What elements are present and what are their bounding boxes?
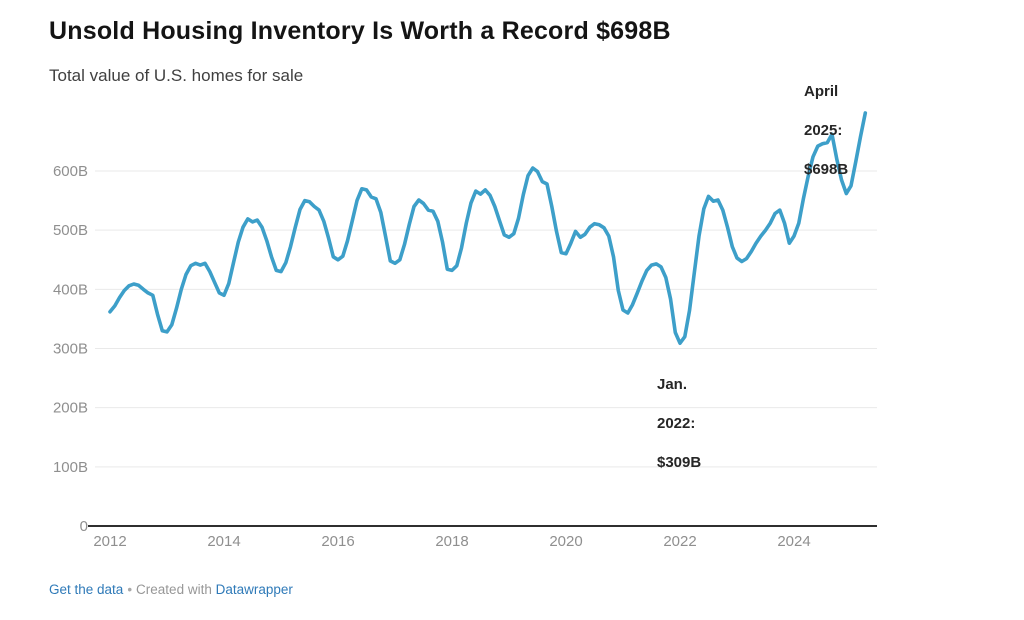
series-line [108,111,868,345]
get-the-data-link[interactable]: Get the data [49,582,124,597]
y-tick-label: 600B [53,163,88,180]
datawrapper-link[interactable]: Datawrapper [215,582,293,597]
y-tick-label: 400B [53,281,88,298]
y-tick-label: 300B [53,341,88,358]
x-tick-label: 2016 [321,533,354,550]
x-tick-label: 2012 [93,533,126,550]
page-title: Unsold Housing Inventory Is Worth a Reco… [49,17,671,45]
y-tick-label: 500B [53,222,88,239]
x-tick-label: 2020 [549,533,582,550]
callout-line: Jan. [657,375,688,393]
callout-line: $698B [804,160,849,178]
callout-jan-2022: Jan. 2022: $309B [657,355,701,492]
y-tick-label: 100B [53,459,88,476]
callout-line: April [804,82,839,100]
y-tick-label: 200B [53,400,88,417]
footer-credit-text: Created with [136,582,212,597]
x-tick-label: 2024 [777,533,810,550]
callout-line: 2025: [804,121,843,139]
y-tick-label: 0 [80,518,88,535]
x-tick-label: 2022 [663,533,696,550]
x-tick-label: 2014 [207,533,240,550]
callout-line: $309B [657,453,702,471]
callout-line: 2022: [657,414,696,432]
x-tick-label: 2018 [435,533,468,550]
chart-subtitle: Total value of U.S. homes for sale [49,66,304,85]
callout-april-2025: April 2025: $698B [804,62,848,199]
footer-separator: • [127,582,133,597]
chart-footer: Get the data • Created with Datawrapper [49,582,293,597]
